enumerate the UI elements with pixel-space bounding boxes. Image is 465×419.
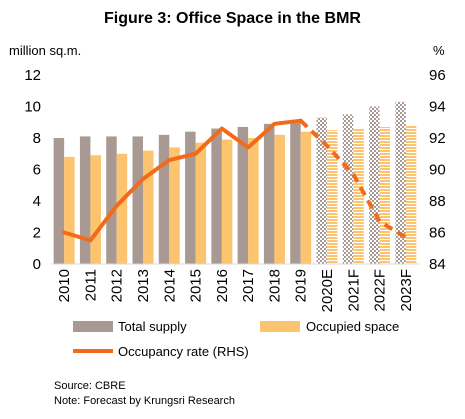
bar-occupied-space-2011: [90, 155, 101, 264]
bar-total-supply-2022F: [369, 106, 380, 264]
legend-label-occupancy-rate: Occupancy rate (RHS): [118, 344, 249, 359]
x-tick-label: 2018: [266, 269, 283, 302]
x-tick-label: 2013: [135, 269, 152, 302]
bar-total-supply-2017: [237, 126, 249, 264]
bar-total-supply-2016: [211, 128, 222, 264]
x-tick-label: 2015: [188, 269, 205, 302]
bars-layer: [53, 101, 417, 265]
x-tick-label: 2023F: [398, 269, 415, 312]
legend-swatch-occupied-space: [260, 321, 300, 332]
left-tick-label: 12: [24, 67, 41, 84]
bar-total-supply-2011: [79, 136, 91, 264]
bar-total-supply-2013: [132, 136, 143, 264]
right-axis-ticks: 84 86 88 90 92 94 96: [429, 67, 446, 273]
bar-total-supply-2010: [53, 138, 65, 264]
right-tick-label: 84: [429, 256, 446, 273]
x-tick-label: 2011: [82, 269, 99, 301]
left-axis-unit: million sq.m.: [9, 43, 82, 58]
x-tick-label: 2022F: [372, 269, 389, 312]
x-tick-label: 2010: [56, 269, 73, 302]
right-axis-unit: %: [433, 43, 445, 58]
bar-occupied-space-2019: [300, 131, 312, 264]
legend-label-total-supply: Total supply: [118, 319, 187, 334]
x-tick-label: 2012: [109, 269, 126, 302]
right-tick-label: 92: [429, 130, 446, 147]
x-tick-label: 2014: [161, 269, 178, 302]
bar-occupied-space-2023F: [405, 125, 417, 265]
x-axis-ticks: 2010 2011 2012 2013 2014 2015 2016 2017 2018 2019…: [56, 269, 415, 312]
bar-occupied-space-2012: [116, 153, 128, 264]
bar-total-supply-2020E: [316, 117, 327, 265]
occupancy-line-layer: [62, 118, 407, 243]
bar-occupied-space-2013: [143, 150, 154, 264]
left-tick-label: 6: [33, 162, 41, 179]
bar-occupied-space-2022F: [379, 126, 391, 264]
bar-total-supply-2015: [185, 131, 196, 264]
footnotes: Source: CBRE Note: Forecast by Krungsri …: [54, 379, 235, 409]
bar-total-supply-2014: [158, 134, 170, 264]
legend-label-occupied-space: Occupied space: [306, 319, 399, 334]
legend-swatch-total-supply: [73, 321, 113, 332]
occupancy-line-actual: [62, 118, 303, 243]
forecast-note: Note: Forecast by Krungsri Research: [54, 395, 235, 407]
bar-occupied-space-2020E: [327, 130, 338, 264]
left-tick-label: 0: [33, 256, 41, 273]
x-tick-label: 2019: [293, 269, 310, 302]
bar-total-supply-2023F: [395, 101, 406, 265]
bar-occupied-space-2015: [195, 142, 207, 264]
bar-total-supply-2012: [106, 136, 117, 264]
right-tick-label: 90: [429, 162, 446, 179]
right-tick-label: 96: [429, 67, 446, 84]
left-axis-ticks: 0 2 4 6 8 10 12: [24, 67, 41, 273]
x-tick-label: 2021F: [345, 269, 362, 312]
right-tick-label: 94: [429, 99, 446, 116]
x-tick-label: 2016: [214, 269, 231, 302]
source-note: Source: CBRE: [54, 380, 126, 392]
left-tick-label: 8: [33, 130, 41, 147]
bar-occupied-space-2021F: [353, 128, 364, 264]
right-tick-label: 88: [429, 193, 446, 210]
x-tick-label: 2020E: [319, 269, 336, 312]
bar-total-supply-2018: [263, 123, 275, 264]
bar-occupied-space-2016: [221, 139, 233, 264]
right-tick-label: 86: [429, 225, 446, 242]
legend: Total supply Occupied space Occupancy ra…: [73, 319, 399, 359]
chart-title: Figure 3: Office Space in the BMR: [104, 10, 361, 27]
bar-occupied-space-2018: [274, 134, 285, 264]
left-tick-label: 4: [33, 193, 41, 210]
bar-total-supply-2021F: [342, 114, 354, 264]
left-tick-label: 2: [33, 225, 41, 242]
bar-occupied-space-2014: [169, 147, 180, 264]
bar-total-supply-2019: [290, 122, 301, 264]
occupancy-line-forecast: [299, 119, 407, 239]
bar-occupied-space-2017: [248, 138, 259, 264]
left-tick-label: 10: [24, 99, 41, 116]
x-tick-label: 2017: [240, 269, 257, 302]
bar-occupied-space-2010: [64, 156, 75, 264]
